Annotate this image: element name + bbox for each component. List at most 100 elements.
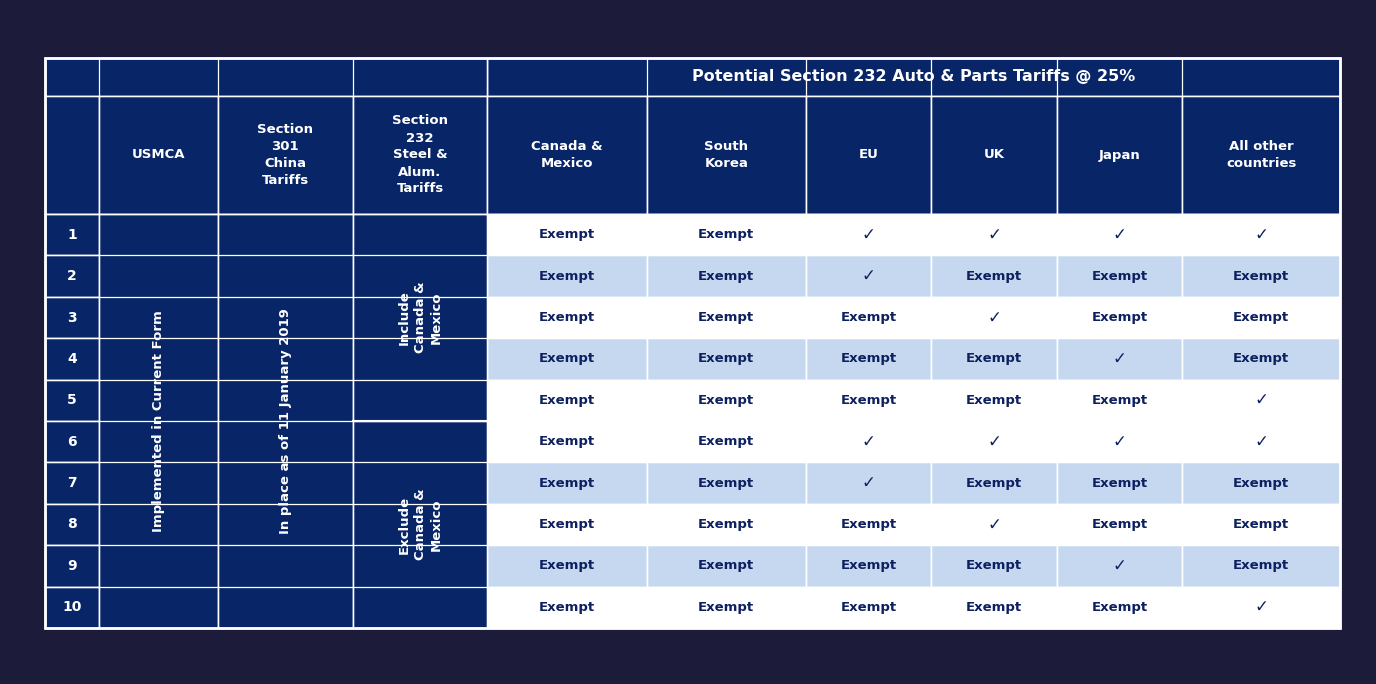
- Bar: [487, 380, 647, 421]
- Text: UK: UK: [984, 148, 1004, 161]
- Text: Exempt: Exempt: [698, 228, 754, 241]
- Text: ✓: ✓: [1254, 433, 1269, 451]
- Bar: [1057, 462, 1182, 504]
- Text: Exempt: Exempt: [841, 518, 897, 531]
- Bar: [806, 462, 932, 504]
- Text: Section
301
China
Tariffs: Section 301 China Tariffs: [257, 123, 314, 187]
- Text: Exempt: Exempt: [1233, 560, 1289, 573]
- Text: Exclude
Canada &
Mexico: Exclude Canada & Mexico: [398, 488, 443, 560]
- Bar: [806, 421, 932, 462]
- Text: 2: 2: [67, 269, 77, 283]
- Bar: [1182, 214, 1340, 255]
- Bar: [45, 58, 1340, 628]
- Bar: [647, 380, 806, 421]
- Bar: [647, 297, 806, 338]
- Text: Exempt: Exempt: [1091, 601, 1148, 614]
- Bar: [487, 587, 647, 628]
- Text: ✓: ✓: [1254, 391, 1269, 409]
- Text: Exempt: Exempt: [966, 352, 1022, 365]
- Bar: [1057, 587, 1182, 628]
- Bar: [806, 214, 932, 255]
- Text: ✓: ✓: [861, 226, 875, 244]
- Text: Exempt: Exempt: [966, 601, 1022, 614]
- Text: 7: 7: [67, 476, 77, 490]
- Bar: [806, 297, 932, 338]
- Bar: [932, 214, 1057, 255]
- Bar: [45, 58, 1340, 628]
- Bar: [1182, 421, 1340, 462]
- Bar: [1057, 338, 1182, 380]
- Bar: [1057, 380, 1182, 421]
- Bar: [45, 504, 99, 545]
- Bar: [217, 96, 352, 214]
- Bar: [647, 255, 806, 297]
- Bar: [1182, 255, 1340, 297]
- Bar: [45, 421, 99, 462]
- Bar: [1182, 545, 1340, 587]
- Bar: [45, 58, 487, 96]
- Bar: [352, 214, 487, 421]
- Text: Exempt: Exempt: [1091, 311, 1148, 324]
- Text: Canada &
Mexico: Canada & Mexico: [531, 140, 603, 170]
- Bar: [487, 462, 647, 504]
- Bar: [1057, 421, 1182, 462]
- Bar: [487, 545, 647, 587]
- Bar: [487, 96, 647, 214]
- Text: ✓: ✓: [861, 474, 875, 492]
- Text: Exempt: Exempt: [539, 477, 594, 490]
- Bar: [647, 587, 806, 628]
- Text: ✓: ✓: [1113, 226, 1127, 244]
- Text: Exempt: Exempt: [539, 518, 594, 531]
- Bar: [806, 545, 932, 587]
- Text: Exempt: Exempt: [966, 269, 1022, 282]
- Bar: [647, 462, 806, 504]
- Bar: [1182, 297, 1340, 338]
- Bar: [932, 297, 1057, 338]
- Bar: [932, 462, 1057, 504]
- Text: ✓: ✓: [987, 433, 1000, 451]
- Bar: [45, 96, 99, 214]
- Bar: [45, 545, 99, 587]
- Text: 1: 1: [67, 228, 77, 241]
- Bar: [932, 421, 1057, 462]
- Text: Exempt: Exempt: [698, 311, 754, 324]
- Bar: [1057, 297, 1182, 338]
- Bar: [1182, 380, 1340, 421]
- Bar: [99, 214, 217, 628]
- Bar: [806, 380, 932, 421]
- Bar: [487, 297, 647, 338]
- Text: Exempt: Exempt: [841, 601, 897, 614]
- Bar: [487, 504, 647, 545]
- Bar: [1057, 96, 1182, 214]
- Bar: [352, 96, 487, 214]
- Bar: [932, 587, 1057, 628]
- Text: Exempt: Exempt: [539, 435, 594, 448]
- Text: ✓: ✓: [861, 433, 875, 451]
- Bar: [806, 338, 932, 380]
- Text: Exempt: Exempt: [966, 560, 1022, 573]
- Text: Exempt: Exempt: [1091, 477, 1148, 490]
- Bar: [1182, 96, 1340, 214]
- Text: 5: 5: [67, 393, 77, 407]
- Text: Exempt: Exempt: [698, 518, 754, 531]
- Bar: [99, 96, 217, 214]
- Bar: [487, 58, 1340, 96]
- Text: ✓: ✓: [987, 226, 1000, 244]
- Text: Exempt: Exempt: [539, 228, 594, 241]
- Text: Exempt: Exempt: [1091, 394, 1148, 407]
- Text: Exempt: Exempt: [1091, 269, 1148, 282]
- Text: EU: EU: [859, 148, 878, 161]
- Text: 6: 6: [67, 435, 77, 449]
- Text: USMCA: USMCA: [132, 148, 184, 161]
- Text: Exempt: Exempt: [539, 394, 594, 407]
- Text: Exempt: Exempt: [539, 601, 594, 614]
- Text: ✓: ✓: [1113, 433, 1127, 451]
- Text: Implemented in Current Form: Implemented in Current Form: [151, 310, 165, 532]
- Bar: [45, 297, 99, 338]
- Bar: [45, 380, 99, 421]
- Bar: [1057, 545, 1182, 587]
- Text: Exempt: Exempt: [698, 394, 754, 407]
- Text: Exempt: Exempt: [698, 601, 754, 614]
- Bar: [932, 96, 1057, 214]
- Bar: [217, 214, 352, 628]
